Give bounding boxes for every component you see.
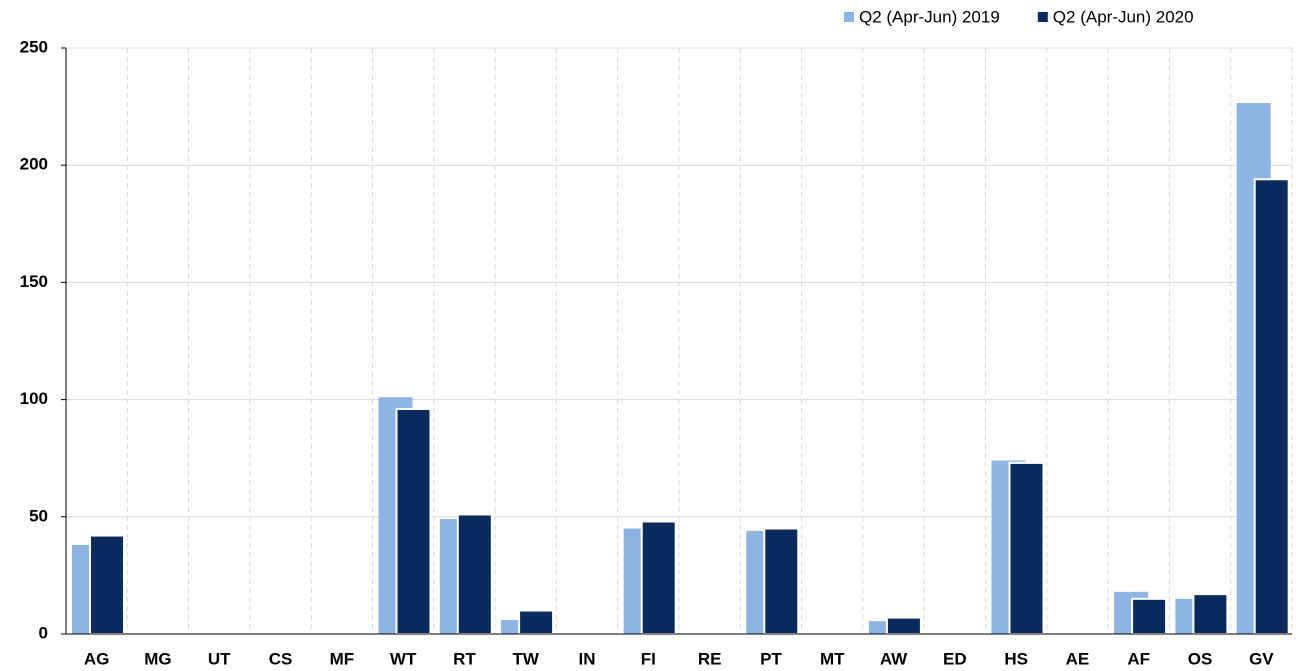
- y-tick-label: 50: [29, 506, 48, 525]
- x-tick-label: UT: [208, 649, 231, 668]
- x-tick-label: MT: [820, 649, 845, 668]
- x-tick-label: OS: [1188, 649, 1213, 668]
- x-tick-label: HS: [1004, 649, 1028, 668]
- x-tick-label: RT: [453, 649, 476, 668]
- bar: [1008, 461, 1045, 635]
- y-tick-label: 200: [20, 155, 48, 174]
- x-tick-label: CS: [269, 649, 293, 668]
- x-tick-label: FI: [641, 649, 656, 668]
- bar: [640, 520, 677, 635]
- x-tick-label: MG: [144, 649, 171, 668]
- x-tick-label: RE: [698, 649, 722, 668]
- x-tick-label: MF: [330, 649, 355, 668]
- bar: [1192, 593, 1229, 635]
- y-tick-label: 150: [20, 272, 48, 291]
- y-tick-label: 0: [39, 623, 48, 642]
- x-tick-label: WT: [390, 649, 417, 668]
- y-tick-label: 250: [20, 37, 48, 56]
- x-tick-label: TW: [513, 649, 540, 668]
- bar: [763, 527, 800, 636]
- bar: [395, 407, 432, 636]
- y-tick-label: 100: [20, 389, 48, 408]
- x-tick-label: AE: [1066, 649, 1090, 668]
- legend-swatch: [844, 12, 854, 22]
- bar: [456, 513, 493, 635]
- x-tick-label: ED: [943, 649, 967, 668]
- bar: [518, 609, 555, 635]
- x-tick-label: AG: [84, 649, 110, 668]
- x-tick-label: AW: [880, 649, 908, 668]
- legend-label: Q2 (Apr-Jun) 2020: [1053, 7, 1194, 26]
- bar: [1253, 178, 1290, 635]
- x-tick-label: IN: [579, 649, 596, 668]
- bar: [89, 534, 125, 635]
- x-tick-label: GV: [1249, 649, 1274, 668]
- bar: [1131, 597, 1168, 636]
- bar: [885, 616, 922, 635]
- x-tick-label: AF: [1127, 649, 1150, 668]
- x-tick-label: PT: [760, 649, 782, 668]
- legend-swatch: [1037, 12, 1048, 22]
- legend-label: Q2 (Apr-Jun) 2019: [859, 7, 1000, 26]
